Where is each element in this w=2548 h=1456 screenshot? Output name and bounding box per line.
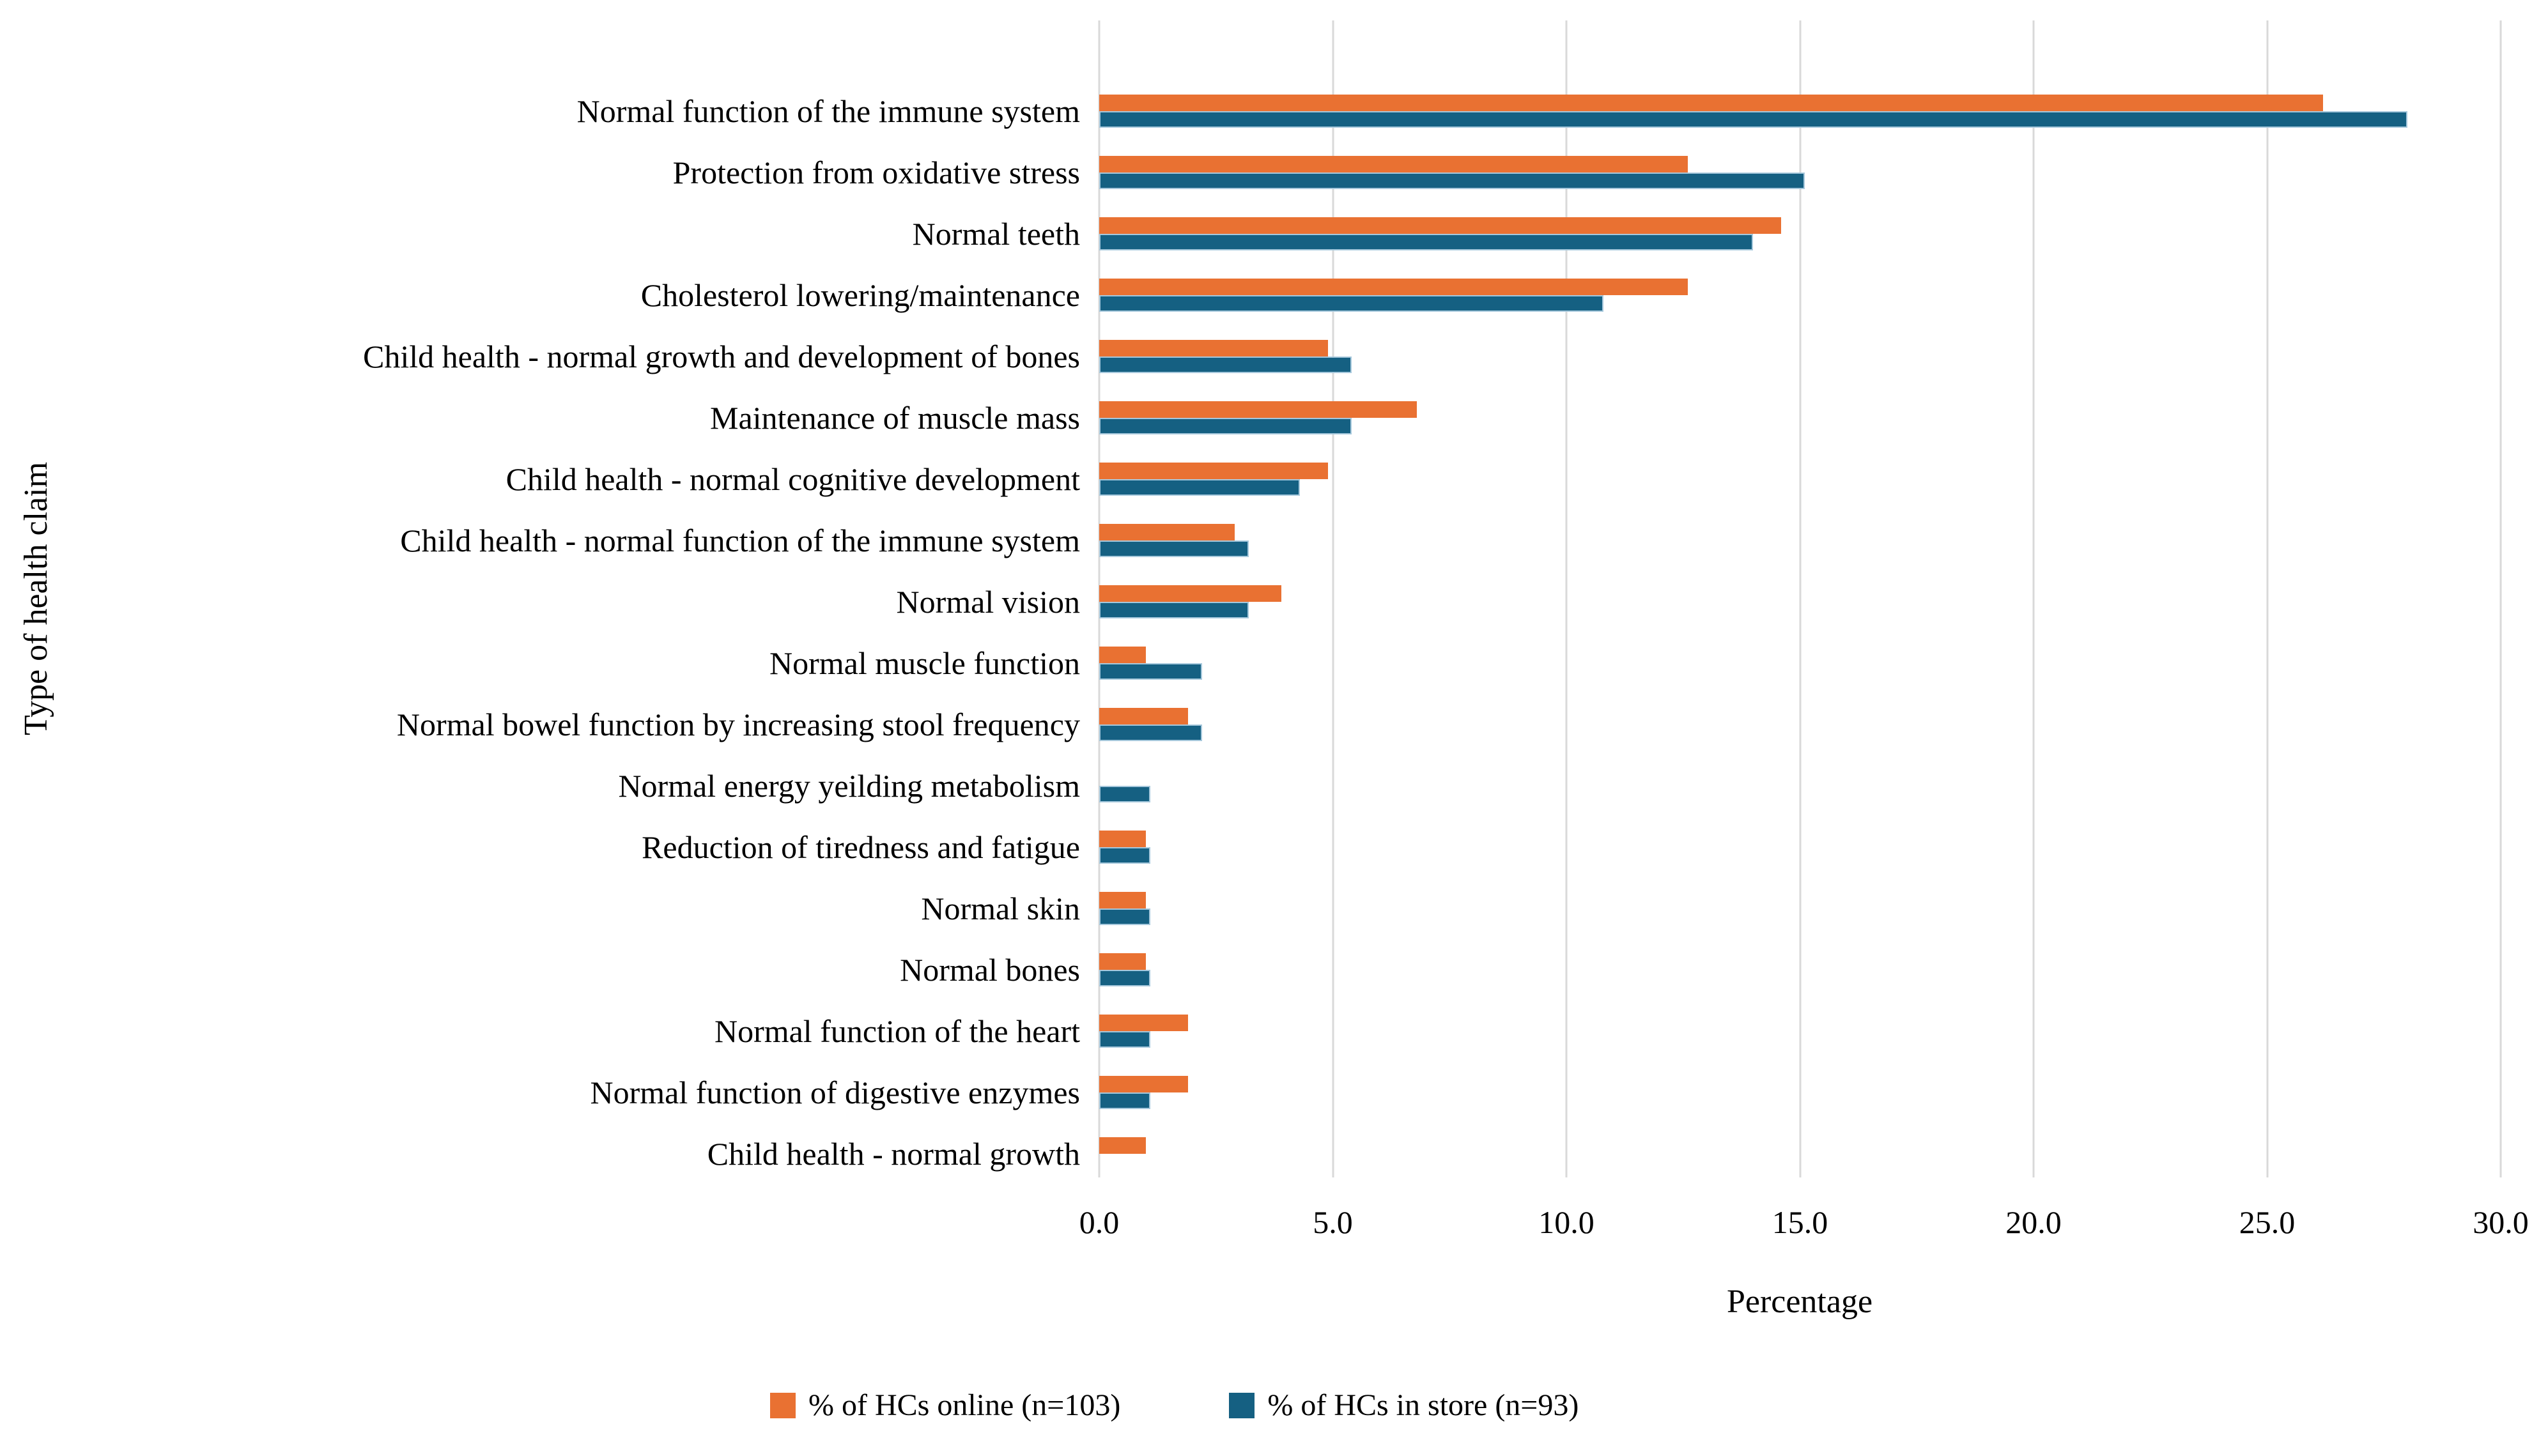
bar-online — [1099, 1015, 1188, 1031]
bar-online — [1099, 524, 1235, 540]
bar-in-store — [1099, 786, 1151, 802]
gridline — [1332, 20, 1334, 1177]
category-label: Child health - normal cognitive developm… — [506, 461, 1080, 497]
x-tick-label: 25.0 — [2239, 1204, 2296, 1240]
category-label: Normal skin — [921, 891, 1080, 926]
bar-online — [1099, 647, 1147, 663]
bar-online — [1099, 1076, 1188, 1092]
category-label: Normal muscle function — [769, 645, 1080, 681]
bar-online — [1099, 953, 1147, 970]
category-label: Normal function of the immune system — [576, 93, 1080, 129]
legend-swatch-in-store — [1229, 1393, 1255, 1418]
bar-in-store — [1099, 724, 1202, 741]
legend-item-in-store: % of HCs in store (n=93) — [1229, 1390, 1579, 1421]
category-label: Maintenance of muscle mass — [710, 400, 1080, 436]
bar-online — [1099, 708, 1188, 724]
category-label: Protection from oxidative stress — [672, 155, 1080, 190]
bar-in-store — [1099, 479, 1301, 496]
bar-online — [1099, 585, 1282, 602]
bar-online — [1099, 95, 2324, 111]
legend-item-online: % of HCs online (n=103) — [770, 1390, 1120, 1421]
legend: % of HCs online (n=103) % of HCs in stor… — [770, 1390, 1579, 1421]
bar-in-store — [1099, 356, 1352, 373]
category-label: Child health - normal function of the im… — [400, 523, 1080, 558]
bar-in-store — [1099, 418, 1352, 434]
bar-in-store — [1099, 602, 1249, 618]
bar-in-store — [1099, 540, 1249, 557]
bar-online — [1099, 217, 1782, 234]
bar-in-store — [1099, 295, 1604, 312]
category-label: Normal teeth — [912, 216, 1080, 252]
bar-online — [1099, 279, 1688, 295]
x-tick-label: 20.0 — [2005, 1204, 2062, 1240]
bar-in-store — [1099, 663, 1202, 680]
x-tick-label: 0.0 — [1079, 1204, 1120, 1240]
category-label: Normal energy yeilding metabolism — [618, 768, 1080, 804]
bar-in-store — [1099, 1031, 1151, 1048]
legend-label-online: % of HCs online (n=103) — [808, 1388, 1121, 1422]
bar-in-store — [1099, 970, 1151, 986]
x-tick-label: 5.0 — [1313, 1204, 1353, 1240]
bar-online — [1099, 1137, 1147, 1154]
bar-in-store — [1099, 111, 2407, 128]
category-label: Normal function of the heart — [714, 1013, 1080, 1049]
y-axis-title: Type of health claim — [18, 461, 54, 736]
bar-in-store — [1099, 1092, 1151, 1109]
bar-online — [1099, 463, 1329, 479]
category-label: Normal function of digestive enzymes — [590, 1075, 1080, 1110]
gridline — [2032, 20, 2035, 1177]
bar-in-store — [1099, 234, 1754, 250]
x-tick-label: 15.0 — [1772, 1204, 1828, 1240]
bar-online — [1099, 340, 1329, 356]
category-label: Cholesterol lowering/maintenance — [640, 277, 1080, 313]
gridline — [2499, 20, 2502, 1177]
bar-in-store — [1099, 172, 1805, 189]
x-tick-label: 10.0 — [1538, 1204, 1594, 1240]
gridline — [1799, 20, 1801, 1177]
gridline — [1565, 20, 1568, 1177]
category-label: Normal bowel function by increasing stoo… — [396, 707, 1080, 742]
category-label: Reduction of tiredness and fatigue — [642, 829, 1080, 865]
category-label: Child health - normal growth — [707, 1136, 1080, 1172]
category-label: Normal vision — [896, 584, 1080, 620]
gridline — [2266, 20, 2268, 1177]
x-axis-title: Percentage — [1726, 1284, 1873, 1320]
bar-in-store — [1099, 908, 1151, 925]
category-label: Child health - normal growth and develop… — [363, 339, 1080, 374]
legend-label-in-store: % of HCs in store (n=93) — [1267, 1388, 1579, 1422]
bar-online — [1099, 401, 1417, 418]
category-label: Normal bones — [900, 952, 1080, 988]
bar-online — [1099, 892, 1147, 908]
legend-swatch-online — [770, 1393, 796, 1418]
bar-online — [1099, 156, 1688, 172]
bar-online — [1099, 831, 1147, 847]
x-tick-label: 30.0 — [2473, 1204, 2529, 1240]
bar-in-store — [1099, 847, 1151, 864]
plot-area — [1098, 20, 2502, 1177]
